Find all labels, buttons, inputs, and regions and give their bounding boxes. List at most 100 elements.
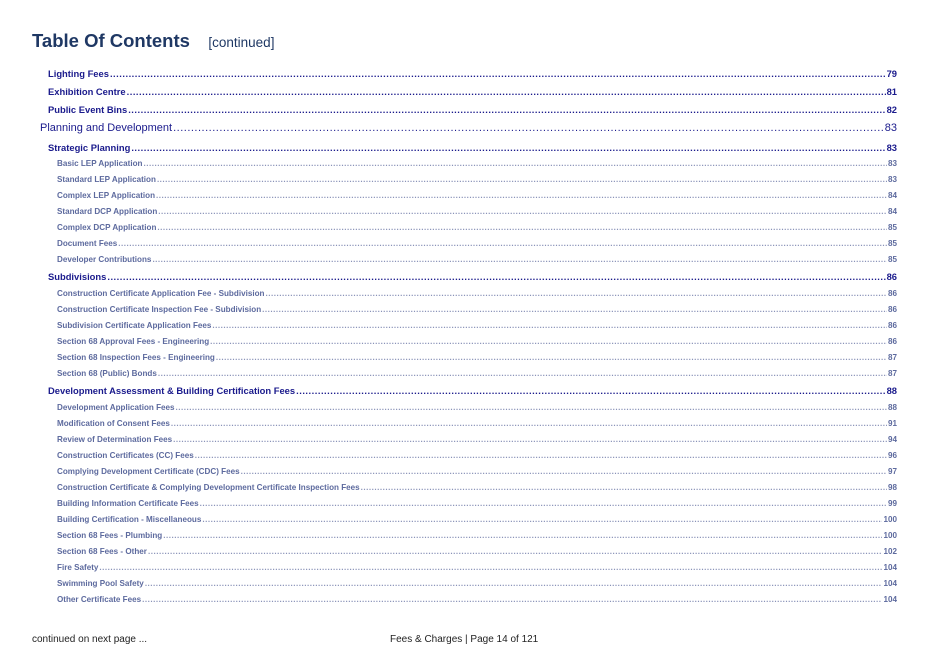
toc-entry[interactable]: Section 68 Fees - Other 102 <box>57 547 897 556</box>
page-subtitle: [continued] <box>208 35 275 50</box>
toc-entry[interactable]: Developer Contributions 85 <box>57 255 897 264</box>
toc-entry-page: 97 <box>887 467 897 476</box>
toc-entry[interactable]: Complex LEP Application 84 <box>57 191 897 200</box>
page-title: Table Of Contents <box>32 30 190 51</box>
page-footer: Fees & Charges | Page 14 of 121 <box>390 634 539 645</box>
toc-entry-label: Other Certificate Fees <box>57 595 142 604</box>
toc-entry-label: Developer Contributions <box>57 255 152 264</box>
toc-entry-label: Basic LEP Application <box>57 159 143 168</box>
toc-entry[interactable]: Swimming Pool Safety 104 <box>57 579 897 588</box>
toc-entry-page: 83 <box>887 175 897 184</box>
toc-header: Table Of Contents [continued] <box>32 30 274 52</box>
toc-entry-label: Exhibition Centre <box>48 86 126 97</box>
toc-entry-label: Public Event Bins <box>48 104 128 115</box>
toc-entry-label: Section 68 (Public) Bonds <box>57 369 157 378</box>
toc-entry-page: 86 <box>887 321 897 330</box>
toc-entry-page: 83 <box>887 159 897 168</box>
toc-entry[interactable]: Complex DCP Application 85 <box>57 223 897 232</box>
toc-entry-page: 100 <box>883 515 897 524</box>
toc-entry-label: Section 68 Approval Fees - Engineering <box>57 337 210 346</box>
toc-entry[interactable]: Building Certification - Miscellaneous 10… <box>57 515 897 524</box>
toc-entry-label: Section 68 Fees - Plumbing <box>57 531 163 540</box>
toc-entry-label: Lighting Fees <box>48 68 109 79</box>
toc-entry[interactable]: Lighting Fees 79 <box>48 68 897 79</box>
toc-entry[interactable]: Building Information Certificate Fees 99 <box>57 499 897 508</box>
toc-entry[interactable]: Modification of Consent Fees 91 <box>57 419 897 428</box>
toc-entry[interactable]: Exhibition Centre 81 <box>48 86 897 97</box>
continued-note: continued on next page ... <box>32 634 148 645</box>
dot-leader <box>158 207 887 216</box>
toc-entry[interactable]: Construction Certificates (CC) Fees 96 <box>57 451 897 460</box>
toc-entry-page: 104 <box>883 579 897 588</box>
toc-entry[interactable]: Construction Certificate & Complying Dev… <box>57 483 897 492</box>
toc-entry-label: Strategic Planning <box>48 142 131 153</box>
dot-leader <box>163 531 882 540</box>
toc-entry-label: Complex DCP Application <box>57 223 157 232</box>
toc-entry[interactable]: Construction Certificate Application Fee… <box>57 289 897 298</box>
toc-entry-page: 85 <box>887 239 897 248</box>
dot-leader <box>145 579 883 588</box>
dot-leader <box>107 271 885 282</box>
toc-entry[interactable]: Construction Certificate Inspection Fee … <box>57 305 897 314</box>
toc-entry[interactable]: Complying Development Certificate (CDC) … <box>57 467 897 476</box>
toc-entry-label: Swimming Pool Safety <box>57 579 144 588</box>
toc-entry-page: 104 <box>883 563 897 572</box>
toc-entry-label: Section 68 Inspection Fees - Engineering <box>57 353 215 362</box>
toc-entry-label: Construction Certificate & Complying Dev… <box>57 483 360 492</box>
toc-entry-label: Section 68 Fees - Other <box>57 547 147 556</box>
toc-entry-label: Construction Certificate Inspection Fee … <box>57 305 262 314</box>
toc-entry[interactable]: Standard LEP Application 83 <box>57 175 897 184</box>
toc-entry-page: 99 <box>887 499 897 508</box>
toc-entry-label: Subdivisions <box>48 271 107 282</box>
toc-entry[interactable]: Public Event Bins 82 <box>48 104 897 115</box>
toc-entry[interactable]: Section 68 Inspection Fees - Engineering… <box>57 353 897 362</box>
toc-entry-page: 87 <box>887 353 897 362</box>
dot-leader <box>210 337 887 346</box>
toc-entry-label: Construction Certificates (CC) Fees <box>57 451 194 460</box>
dot-leader <box>118 239 887 248</box>
toc-entry[interactable]: Document Fees 85 <box>57 239 897 248</box>
toc-entry[interactable]: Section 68 Approval Fees - Engineering 86 <box>57 337 897 346</box>
toc-entry[interactable]: Strategic Planning 83 <box>48 142 897 153</box>
toc-entry-page: 91 <box>887 419 897 428</box>
toc-entry[interactable]: Standard DCP Application 84 <box>57 207 897 216</box>
toc-entry-label: Development Assessment & Building Certif… <box>48 385 296 396</box>
toc-entry-label: Standard LEP Application <box>57 175 156 184</box>
toc-entry-label: Subdivision Certificate Application Fees <box>57 321 212 330</box>
dot-leader <box>195 451 887 460</box>
toc-entry-page: 85 <box>887 255 897 264</box>
toc-entry[interactable]: Basic LEP Application 83 <box>57 159 897 168</box>
dot-leader <box>262 305 887 314</box>
toc-entry-label: Building Information Certificate Fees <box>57 499 199 508</box>
toc-entry-label: Development Application Fees <box>57 403 175 412</box>
dot-leader <box>173 122 884 134</box>
toc-entry-label: Construction Certificate Application Fee… <box>57 289 265 298</box>
toc-entry[interactable]: Subdivision Certificate Application Fees… <box>57 321 897 330</box>
toc-entry[interactable]: Section 68 Fees - Plumbing 100 <box>57 531 897 540</box>
dot-leader <box>361 483 887 492</box>
toc-entry[interactable]: Section 68 (Public) Bonds 87 <box>57 369 897 378</box>
dot-leader <box>158 369 887 378</box>
toc-entry[interactable]: Development Application Fees 88 <box>57 403 897 412</box>
toc-entry-page: 83 <box>886 142 897 153</box>
toc-entry-label: Planning and Development <box>40 122 173 134</box>
dot-leader <box>157 175 887 184</box>
toc-entry-label: Modification of Consent Fees <box>57 419 170 428</box>
dot-leader <box>131 142 885 153</box>
toc-entry-label: Review of Determination Fees <box>57 435 173 444</box>
toc-entry-page: 79 <box>886 68 897 79</box>
dot-leader <box>176 403 887 412</box>
dot-leader <box>157 223 887 232</box>
toc-entry[interactable]: Planning and Development 83 <box>40 122 897 134</box>
toc-entry[interactable]: Fire Safety 104 <box>57 563 897 572</box>
dot-leader <box>128 104 885 115</box>
toc-entry[interactable]: Subdivisions 86 <box>48 271 897 282</box>
toc-entry[interactable]: Other Certificate Fees 104 <box>57 595 897 604</box>
toc-entry-page: 81 <box>886 86 897 97</box>
dot-leader <box>148 547 883 556</box>
toc-entry[interactable]: Review of Determination Fees 94 <box>57 435 897 444</box>
toc-entry-label: Standard DCP Application <box>57 207 158 216</box>
dot-leader <box>265 289 887 298</box>
toc-entry[interactable]: Development Assessment & Building Certif… <box>48 385 897 396</box>
toc-entry-label: Fire Safety <box>57 563 99 572</box>
